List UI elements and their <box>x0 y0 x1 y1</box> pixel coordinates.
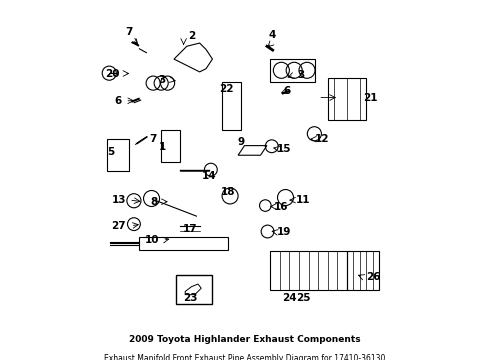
Text: 2009 Toyota Highlander Exhaust Components: 2009 Toyota Highlander Exhaust Component… <box>128 335 360 344</box>
Text: 9: 9 <box>237 137 244 147</box>
Text: 10: 10 <box>145 235 159 245</box>
Text: 23: 23 <box>183 293 197 303</box>
Text: 13: 13 <box>111 195 125 205</box>
Text: 16: 16 <box>273 202 287 212</box>
Text: 2: 2 <box>187 31 195 41</box>
Text: 11: 11 <box>295 195 310 205</box>
Text: 8: 8 <box>150 197 158 207</box>
Text: 4: 4 <box>267 30 275 40</box>
Text: 27: 27 <box>111 221 125 231</box>
Text: 12: 12 <box>314 134 329 144</box>
Text: 6: 6 <box>283 86 289 96</box>
Text: 24: 24 <box>282 293 296 303</box>
Text: 19: 19 <box>276 227 290 237</box>
Text: 14: 14 <box>202 171 216 181</box>
Bar <box>175 275 212 304</box>
Text: 5: 5 <box>107 147 115 157</box>
Text: 25: 25 <box>296 293 310 303</box>
Text: 3: 3 <box>159 75 165 85</box>
Text: 7: 7 <box>149 134 156 144</box>
Text: 26: 26 <box>366 272 380 282</box>
Text: 1: 1 <box>159 142 165 152</box>
Text: 21: 21 <box>363 93 377 103</box>
Text: 18: 18 <box>221 187 235 197</box>
Text: Exhaust Manifold Front Exhaust Pipe Assembly Diagram for 17410-36130: Exhaust Manifold Front Exhaust Pipe Asse… <box>103 354 385 360</box>
Text: 17: 17 <box>183 224 197 234</box>
Text: 6: 6 <box>115 96 122 106</box>
Text: 15: 15 <box>276 144 290 154</box>
Text: 7: 7 <box>125 27 133 37</box>
Text: 3: 3 <box>297 70 304 80</box>
Text: 22: 22 <box>219 84 234 94</box>
Text: 20: 20 <box>105 68 120 78</box>
